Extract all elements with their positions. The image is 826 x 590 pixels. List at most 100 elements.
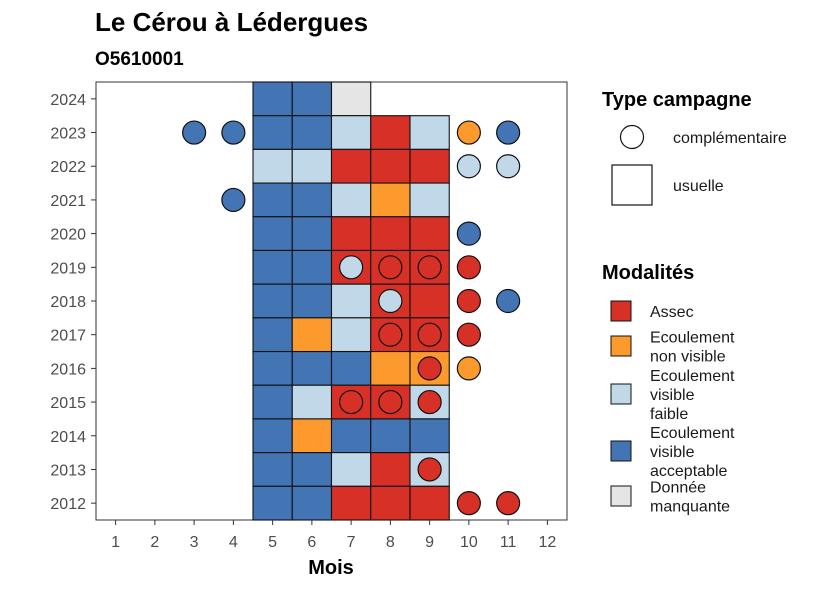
x-tick-label: 3 bbox=[190, 534, 199, 551]
point-2022-11 bbox=[496, 154, 521, 179]
y-tick-label: 2021 bbox=[50, 193, 86, 210]
point-2019-10 bbox=[456, 255, 481, 280]
x-tick-label: 6 bbox=[307, 534, 316, 551]
y-tick-label: 2017 bbox=[50, 328, 86, 345]
point-2012-10 bbox=[456, 491, 481, 516]
x-tick-label: 8 bbox=[386, 534, 395, 551]
point-2016-9 bbox=[417, 356, 442, 381]
tile-2021-6 bbox=[291, 182, 333, 218]
y-tick-label: 2020 bbox=[50, 227, 86, 244]
y-tick-label: 2016 bbox=[50, 361, 86, 378]
tile-2019-5 bbox=[252, 249, 293, 285]
legend-swatch-V bbox=[610, 440, 632, 462]
point-2018-8 bbox=[378, 288, 403, 314]
legend-label-F: visible bbox=[650, 387, 695, 404]
tile-2020-7 bbox=[330, 216, 372, 252]
y-axis: 2012 2013 2014 2015 2016 2017 2018 2019 2020 2021… bbox=[50, 92, 96, 513]
tile-2013-7 bbox=[330, 452, 372, 487]
tile-2012-7 bbox=[330, 485, 372, 521]
legend-label-M: manquante bbox=[650, 499, 730, 516]
tile-2014-8 bbox=[370, 418, 411, 454]
complementaire-points bbox=[182, 120, 521, 516]
point-2012-11 bbox=[496, 491, 521, 516]
point-2022-10 bbox=[456, 154, 481, 179]
point-2015-7 bbox=[339, 389, 364, 415]
tile-2012-8 bbox=[370, 485, 411, 521]
legend-label-V: Ecoulement bbox=[650, 425, 735, 442]
tile-2023-5 bbox=[252, 115, 293, 150]
tile-2021-5 bbox=[252, 182, 293, 218]
legend-label-comp: complémentaire bbox=[673, 130, 787, 147]
point-2020-10 bbox=[456, 221, 481, 246]
tile-2015-6 bbox=[291, 384, 333, 420]
legend-label-A: Assec bbox=[650, 304, 694, 321]
tile-2020-6 bbox=[291, 216, 333, 252]
legend-label-F: faible bbox=[650, 406, 688, 423]
x-tick-label: 5 bbox=[268, 534, 277, 551]
tile-2013-8 bbox=[370, 452, 411, 487]
x-axis-title: Mois bbox=[308, 557, 354, 579]
tile-2021-8 bbox=[370, 182, 411, 218]
y-tick-label: 2023 bbox=[50, 126, 86, 143]
point-2017-9 bbox=[417, 322, 442, 347]
legend-title-modalites: Modalités bbox=[602, 262, 694, 284]
point-2019-7 bbox=[339, 255, 364, 280]
tile-2024-7 bbox=[330, 81, 372, 117]
tile-2020-5 bbox=[252, 216, 293, 252]
tile-2018-7 bbox=[330, 283, 372, 319]
legend-label-M: Donnée bbox=[650, 480, 706, 497]
tile-2021-9 bbox=[409, 182, 450, 218]
point-2013-9 bbox=[417, 457, 442, 482]
y-tick-label: 2015 bbox=[50, 395, 86, 412]
tile-2016-8 bbox=[370, 350, 411, 386]
x-tick-label: 11 bbox=[500, 534, 517, 551]
point-2017-8 bbox=[378, 322, 403, 347]
tile-2020-9 bbox=[409, 216, 450, 252]
tile-2016-5 bbox=[252, 350, 293, 386]
point-2015-8 bbox=[378, 389, 403, 415]
y-tick-label: 2022 bbox=[50, 159, 86, 176]
x-tick-label: 12 bbox=[538, 534, 556, 551]
tile-2022-8 bbox=[370, 148, 411, 184]
x-tick-label: 7 bbox=[347, 534, 356, 551]
tile-2018-6 bbox=[291, 283, 333, 319]
x-axis: 1 2 3 4 5 6 7 8 9 10 11 12 bbox=[111, 520, 556, 551]
point-2023-3 bbox=[182, 120, 207, 145]
legend-swatch-A bbox=[610, 300, 632, 322]
tile-2024-6 bbox=[291, 81, 333, 117]
point-2018-10 bbox=[456, 288, 481, 314]
tile-2015-5 bbox=[252, 384, 293, 420]
point-2019-8 bbox=[378, 255, 403, 280]
tile-2018-5 bbox=[252, 283, 293, 319]
tile-2019-6 bbox=[291, 249, 333, 285]
tile-2022-5 bbox=[252, 148, 293, 184]
legend-swatch-M bbox=[610, 485, 632, 507]
legend-title-campagne: Type campagne bbox=[602, 89, 752, 111]
x-tick-label: 9 bbox=[425, 534, 434, 551]
legend-label-NV: Ecoulement bbox=[650, 330, 735, 347]
tile-2023-8 bbox=[370, 115, 411, 150]
x-tick-label: 1 bbox=[111, 534, 120, 551]
y-tick-label: 2018 bbox=[50, 294, 86, 311]
point-2023-4 bbox=[221, 120, 246, 145]
legend-label-V: visible bbox=[650, 444, 695, 461]
y-tick-label: 2019 bbox=[50, 260, 86, 277]
tile-2020-8 bbox=[370, 216, 411, 252]
x-tick-label: 2 bbox=[150, 534, 159, 551]
tile-2022-9 bbox=[409, 148, 450, 184]
tile-2023-7 bbox=[330, 115, 372, 150]
tile-2017-6 bbox=[291, 317, 333, 353]
point-2015-9 bbox=[417, 389, 442, 415]
y-tick-label: 2014 bbox=[50, 429, 86, 446]
tile-2017-7 bbox=[330, 317, 372, 353]
tile-2013-5 bbox=[252, 452, 293, 487]
point-2016-10 bbox=[456, 356, 481, 381]
usuelle-tiles bbox=[252, 81, 450, 521]
tile-2016-6 bbox=[291, 350, 333, 386]
point-2021-4 bbox=[221, 187, 246, 213]
tile-2012-5 bbox=[252, 485, 293, 521]
point-2018-11 bbox=[496, 288, 521, 314]
tile-2014-7 bbox=[330, 418, 372, 454]
y-tick-label: 2013 bbox=[50, 462, 86, 479]
